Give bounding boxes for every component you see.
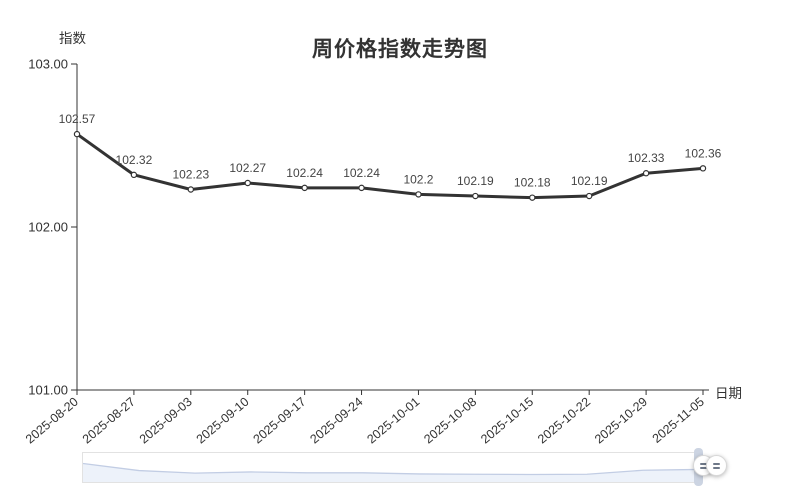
- x-axis-tick-label: 2025-10-22: [535, 395, 593, 445]
- data-point-label: 102.23: [172, 168, 209, 182]
- handle-grip-line: [700, 462, 707, 465]
- x-axis-tick-label: 2025-08-27: [80, 395, 138, 445]
- x-axis-tick-label: 2025-10-01: [364, 395, 422, 445]
- x-axis-tick-label: 2025-10-08: [421, 395, 479, 445]
- datazoom-preview-line: [83, 462, 699, 476]
- x-axis-tick-label: 2025-10-15: [478, 395, 536, 445]
- data-point-marker: [244, 179, 251, 187]
- data-point-label: 102.32: [116, 153, 153, 167]
- line-chart-plot: 103.00102.00101.002025-08-202025-08-2720…: [23, 57, 722, 446]
- x-axis-tick-label: 2025-09-03: [137, 395, 195, 445]
- data-point-label: 102.2: [403, 172, 433, 186]
- x-axis-tick-label: 2025-08-20: [23, 395, 81, 445]
- y-axis-tick-label: 103.00: [28, 57, 68, 72]
- y-axis-name: 指数: [59, 31, 86, 46]
- handle-grip-line: [700, 466, 707, 469]
- x-axis-tick-label: 2025-11-05: [650, 395, 707, 445]
- datazoom-preview-area: [83, 463, 699, 482]
- datazoom-preview: [83, 462, 699, 482]
- data-point-label: 102.24: [286, 166, 323, 180]
- y-axis-tick-label: 101.00: [28, 383, 68, 398]
- x-axis-tick-label: 2025-09-17: [251, 395, 309, 445]
- x-axis-name: 日期: [715, 386, 742, 401]
- data-point-label: 102.33: [628, 151, 665, 165]
- data-point-label: 102.19: [571, 174, 608, 188]
- data-point-marker: [301, 184, 308, 192]
- x-axis-tick-label: 2025-10-29: [592, 395, 650, 445]
- data-point-marker: [529, 194, 536, 201]
- data-point-marker: [415, 191, 422, 198]
- handle-grip-line: [713, 462, 720, 465]
- x-axis-tick-label: 2025-09-24: [307, 395, 365, 445]
- data-point-label: 102.24: [343, 166, 380, 180]
- handle-grip-line: [713, 466, 720, 469]
- data-point-marker: [73, 130, 81, 138]
- x-axis-tick-label: 2025-09-10: [194, 395, 252, 445]
- data-point-label: 102.18: [514, 176, 551, 190]
- data-point-marker: [642, 170, 650, 177]
- chart-title: 周价格指数走势图: [312, 38, 488, 61]
- data-point-label: 102.19: [457, 174, 494, 188]
- datazoom-handle-right[interactable]: [706, 455, 727, 476]
- series-line: [75, 132, 705, 200]
- datazoom-slider-track[interactable]: [82, 452, 700, 483]
- data-point-label: 102.27: [229, 161, 266, 175]
- data-point-label: 102.36: [685, 146, 722, 160]
- data-point-label: 102.57: [59, 112, 96, 126]
- data-point-marker: [699, 165, 707, 172]
- data-point-marker: [585, 192, 593, 200]
- data-point-marker: [130, 171, 138, 179]
- y-axis-tick-label: 102.00: [28, 220, 68, 235]
- data-point-marker: [358, 184, 365, 192]
- data-point-marker: [472, 192, 479, 200]
- data-point-marker: [187, 186, 195, 193]
